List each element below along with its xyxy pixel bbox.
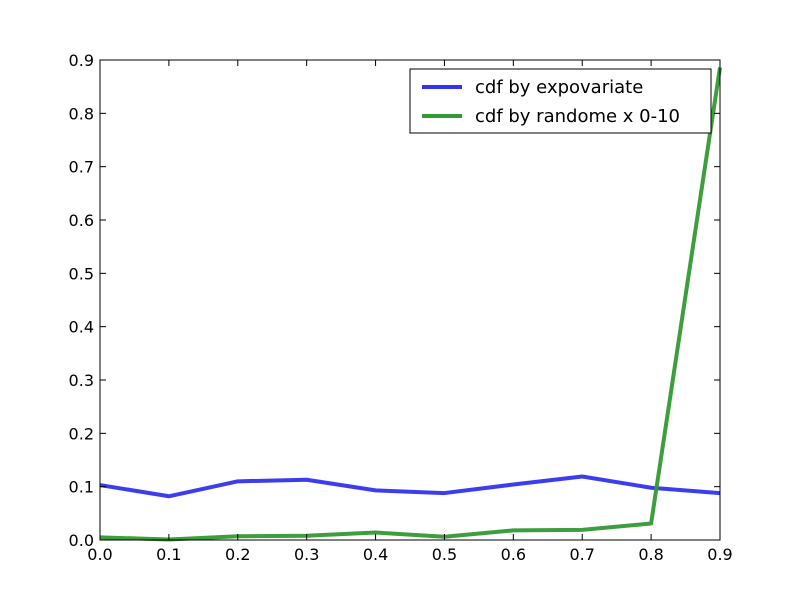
y-tick-label: 0.6 <box>69 211 94 230</box>
y-tick-label: 0.3 <box>69 371 94 390</box>
y-tick-label: 0.9 <box>69 51 94 70</box>
x-tick-label: 0.1 <box>156 545 181 564</box>
y-tick-label: 0.1 <box>69 478 94 497</box>
y-tick-label: 0.7 <box>69 158 94 177</box>
y-axis: 0.0 0.1 0.2 0.3 0.4 0.5 0.6 0.7 0.8 0.9 <box>69 51 720 550</box>
series-line-1 <box>99 474 721 499</box>
legend: cdf by expovariate cdf by randome x 0-10 <box>409 68 712 134</box>
y-tick-label: 0.8 <box>69 104 94 123</box>
x-tick-label: 0.6 <box>501 545 526 564</box>
series-layer <box>99 67 722 542</box>
series-line-2 <box>99 67 722 542</box>
x-tick-label: 0.5 <box>432 545 457 564</box>
legend-label-1: cdf by expovariate <box>475 77 643 98</box>
plot-frame <box>99 59 721 541</box>
plot-area <box>100 60 720 540</box>
legend-label-2: cdf by randome x 0-10 <box>475 106 680 127</box>
x-tick-label: 0.2 <box>225 545 250 564</box>
x-tick-label: 0.8 <box>638 545 663 564</box>
x-tick-label: 0.9 <box>707 545 732 564</box>
y-tick-label: 0.2 <box>69 424 94 443</box>
x-tick-label: 0.4 <box>363 545 388 564</box>
y-tick-label: 0.4 <box>69 318 94 337</box>
y-tick-label: 0.5 <box>69 264 94 283</box>
x-tick-label: 0.0 <box>87 545 112 564</box>
x-axis: 0.0 0.1 0.2 0.3 0.4 0.5 0.6 0.7 0.8 0.9 <box>87 60 733 564</box>
y-tick-label: 0.0 <box>69 531 94 550</box>
legend-box <box>409 68 712 134</box>
x-tick-label: 0.7 <box>569 545 594 564</box>
x-tick-label: 0.3 <box>294 545 319 564</box>
